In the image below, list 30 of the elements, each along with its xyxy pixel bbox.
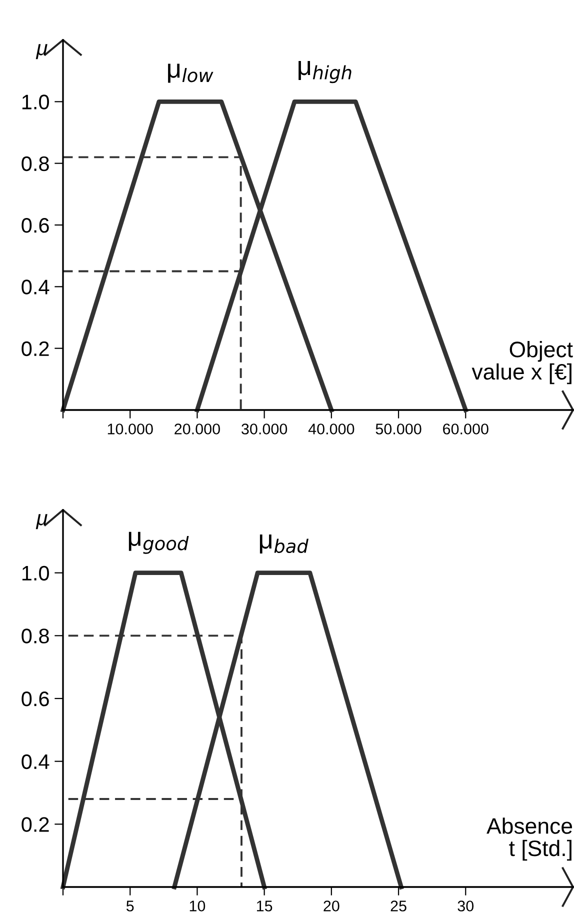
- x-tick-label: 40.000: [308, 424, 354, 434]
- series-label: μ$_{good}$: [128, 532, 189, 554]
- y-tick-label: 1.0: [22, 566, 49, 581]
- x-tick-label: 10: [190, 900, 206, 912]
- x-tick-label: 25: [390, 900, 406, 912]
- y-tick-label: 0.4: [22, 280, 50, 294]
- x-tick-label: 50.000: [376, 424, 422, 434]
- y-tick-label: 0.8: [22, 628, 49, 644]
- x-tick-label: 30.000: [242, 424, 288, 434]
- x-axis-title: Object value x [€]: [472, 341, 573, 384]
- y-tick-label: 0.6: [22, 692, 49, 706]
- x-tick-label: 30: [458, 900, 474, 912]
- x-tick-label: 60.000: [443, 424, 488, 434]
- y-tick-label: 0.2: [22, 341, 49, 356]
- series-label: μ$_{bad}$: [260, 534, 308, 554]
- x-axis-title: Absence t [Std.]: [486, 818, 572, 861]
- y-tick-label: 0.8: [22, 156, 49, 172]
- series-label: μ$_{low}$: [168, 64, 214, 83]
- x-tick-label: 20.000: [174, 424, 220, 434]
- series-label: μ$_{high}$: [298, 61, 352, 84]
- x-tick-label: 10.000: [108, 424, 153, 434]
- x-tick-label: 5: [126, 900, 134, 912]
- y-tick-label: 0.6: [22, 218, 49, 233]
- x-tick-label: 15: [256, 900, 272, 912]
- y-axis-title: μ: [36, 514, 48, 530]
- x-tick-label: 20: [324, 900, 340, 912]
- y-tick-label: 0.4: [22, 754, 50, 770]
- y-tick-label: 0.2: [22, 817, 49, 832]
- y-tick-label: 1.0: [22, 94, 49, 110]
- y-axis-title: μ: [36, 44, 48, 60]
